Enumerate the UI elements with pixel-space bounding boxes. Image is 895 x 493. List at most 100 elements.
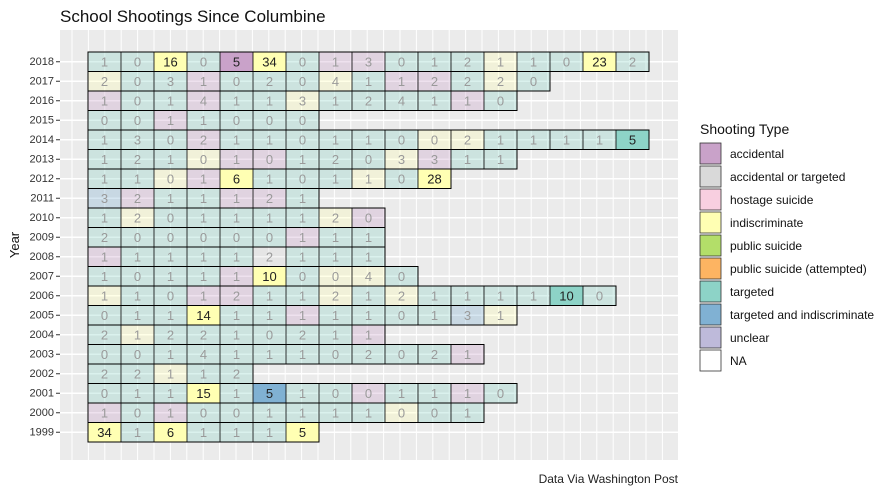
heatmap-cell: 1 — [286, 208, 319, 228]
heatmap-cell: 1 — [484, 130, 517, 150]
heatmap-cell: 1 — [352, 403, 385, 423]
heatmap-cell: 1 — [154, 91, 187, 111]
heatmap-cell: 1 — [319, 403, 352, 423]
cell-label: 0 — [332, 269, 339, 284]
heatmap-cell: 2 — [616, 52, 649, 72]
heatmap-cell: 2 — [253, 189, 286, 209]
cell-label: 0 — [299, 74, 306, 89]
legend-item: public suicide (attempted) — [700, 258, 867, 279]
cell-label: 5 — [629, 132, 636, 147]
cell-label: 2 — [464, 54, 471, 69]
cell-label: 1 — [332, 132, 339, 147]
cell-label: 1 — [497, 288, 504, 303]
heatmap-cell: 1 — [88, 52, 121, 72]
heatmap-cell: 1 — [121, 306, 154, 326]
heatmap-cell: 6 — [220, 169, 253, 189]
heatmap-cell: 2 — [121, 150, 154, 170]
cell-label: 1 — [233, 152, 240, 167]
cell-label: 0 — [497, 93, 504, 108]
cell-label: 1 — [134, 425, 141, 440]
cell-label: 0 — [266, 327, 273, 342]
cell-label: 34 — [97, 425, 111, 440]
heatmap-cell: 1 — [352, 286, 385, 306]
cell-label: 0 — [266, 113, 273, 128]
cell-label: 4 — [365, 269, 372, 284]
cell-label: 1 — [365, 308, 372, 323]
cell-label: 1 — [464, 288, 471, 303]
heatmap-cell: 0 — [385, 267, 418, 287]
heatmap-cell: 1 — [484, 286, 517, 306]
cell-label: 3 — [431, 152, 438, 167]
heatmap-cell: 3 — [385, 150, 418, 170]
heatmap-cell: 1 — [154, 111, 187, 131]
heatmap-cell: 1 — [484, 306, 517, 326]
heatmap-cell: 2 — [451, 52, 484, 72]
legend-swatch — [700, 189, 721, 210]
heatmap-cell: 1 — [253, 130, 286, 150]
cell-label: 1 — [101, 249, 108, 264]
heatmap-cell: 1 — [385, 72, 418, 92]
cell-label: 6 — [167, 425, 174, 440]
y-tick-label: 2006 — [30, 290, 54, 302]
heatmap-cell: 28 — [418, 169, 451, 189]
cell-label: 1 — [266, 210, 273, 225]
cell-label: 1 — [530, 132, 537, 147]
heatmap-cell: 1 — [187, 286, 220, 306]
heatmap-cell: 0 — [88, 111, 121, 131]
heatmap-cell: 4 — [187, 91, 220, 111]
cell-label: 3 — [167, 74, 174, 89]
heatmap-cell: 2 — [352, 91, 385, 111]
cell-label: 1 — [101, 210, 108, 225]
cell-label: 1 — [167, 366, 174, 381]
cell-label: 1 — [497, 152, 504, 167]
cell-label: 1 — [134, 171, 141, 186]
heatmap-cell: 1 — [418, 52, 451, 72]
cell-label: 1 — [266, 288, 273, 303]
cell-label: 2 — [101, 74, 108, 89]
heatmap-cell: 2 — [418, 72, 451, 92]
cell-label: 2 — [299, 327, 306, 342]
cell-label: 1 — [167, 93, 174, 108]
cell-label: 5 — [299, 425, 306, 440]
cell-label: 1 — [233, 191, 240, 206]
legend-swatch — [700, 166, 721, 187]
legend-swatch — [700, 350, 721, 371]
heatmap-cell: 1 — [88, 267, 121, 287]
cell-label: 1 — [332, 171, 339, 186]
y-tick-label: 2005 — [30, 309, 54, 321]
cell-label: 1 — [299, 386, 306, 401]
heatmap-cell: 1 — [352, 306, 385, 326]
heatmap-cell: 1 — [451, 150, 484, 170]
cell-label: 2 — [266, 249, 273, 264]
cell-label: 10 — [559, 288, 573, 303]
heatmap-cell: 0 — [286, 52, 319, 72]
cell-label: 1 — [233, 425, 240, 440]
heatmap-cell: 1 — [187, 208, 220, 228]
heatmap-cell: 0 — [286, 72, 319, 92]
cell-label: 1 — [332, 93, 339, 108]
legend-item: public suicide — [700, 235, 802, 256]
heatmap-cell: 1 — [253, 423, 286, 443]
cell-label: 0 — [101, 347, 108, 362]
heatmap-cell: 4 — [352, 267, 385, 287]
heatmap-cell: 1 — [220, 423, 253, 443]
heatmap-cell: 0 — [187, 228, 220, 248]
heatmap-cell: 0 — [154, 286, 187, 306]
legend-label: targeted and indiscriminate — [730, 308, 874, 322]
heatmap-cell: 2 — [451, 130, 484, 150]
cell-label: 1 — [233, 386, 240, 401]
heatmap-cell: 1 — [187, 72, 220, 92]
cell-label: 2 — [365, 93, 372, 108]
heatmap-cell: 34 — [253, 52, 286, 72]
heatmap-cell: 3 — [418, 150, 451, 170]
cell-label: 16 — [163, 54, 177, 69]
cell-label: 1 — [101, 288, 108, 303]
heatmap-cell: 0 — [154, 130, 187, 150]
cell-label: 0 — [266, 230, 273, 245]
cell-label: 1 — [398, 386, 405, 401]
cell-label: 2 — [101, 230, 108, 245]
heatmap-cell: 0 — [319, 384, 352, 404]
heatmap-cell: 0 — [121, 52, 154, 72]
heatmap-cell: 1 — [286, 189, 319, 209]
cell-label: 1 — [431, 93, 438, 108]
